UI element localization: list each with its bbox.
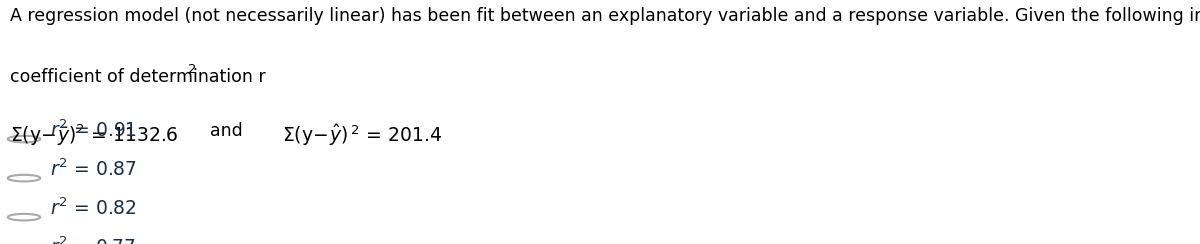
Text: $r^2$ = 0.77: $r^2$ = 0.77 — [50, 237, 136, 244]
Text: $r^2$ = 0.82: $r^2$ = 0.82 — [50, 198, 137, 219]
Text: $\Sigma(\mathrm{y}\!-\!\bar{y})^2$ = 1132.6: $\Sigma(\mathrm{y}\!-\!\bar{y})^2$ = 113… — [10, 122, 179, 148]
Text: $\Sigma(\mathrm{y}\!-\!\hat{y})\,^2$ = 201.4: $\Sigma(\mathrm{y}\!-\!\hat{y})\,^2$ = 2… — [282, 122, 442, 148]
Text: coefficient of determination r: coefficient of determination r — [10, 68, 265, 86]
Text: $r^2$ = 0.87: $r^2$ = 0.87 — [50, 159, 137, 180]
Text: and: and — [210, 122, 242, 140]
Text: $r^2$ = 0.91: $r^2$ = 0.91 — [50, 120, 138, 141]
Text: A regression model (not necessarily linear) has been fit between an explanatory : A regression model (not necessarily line… — [10, 7, 1200, 25]
Text: 2: 2 — [188, 63, 197, 76]
